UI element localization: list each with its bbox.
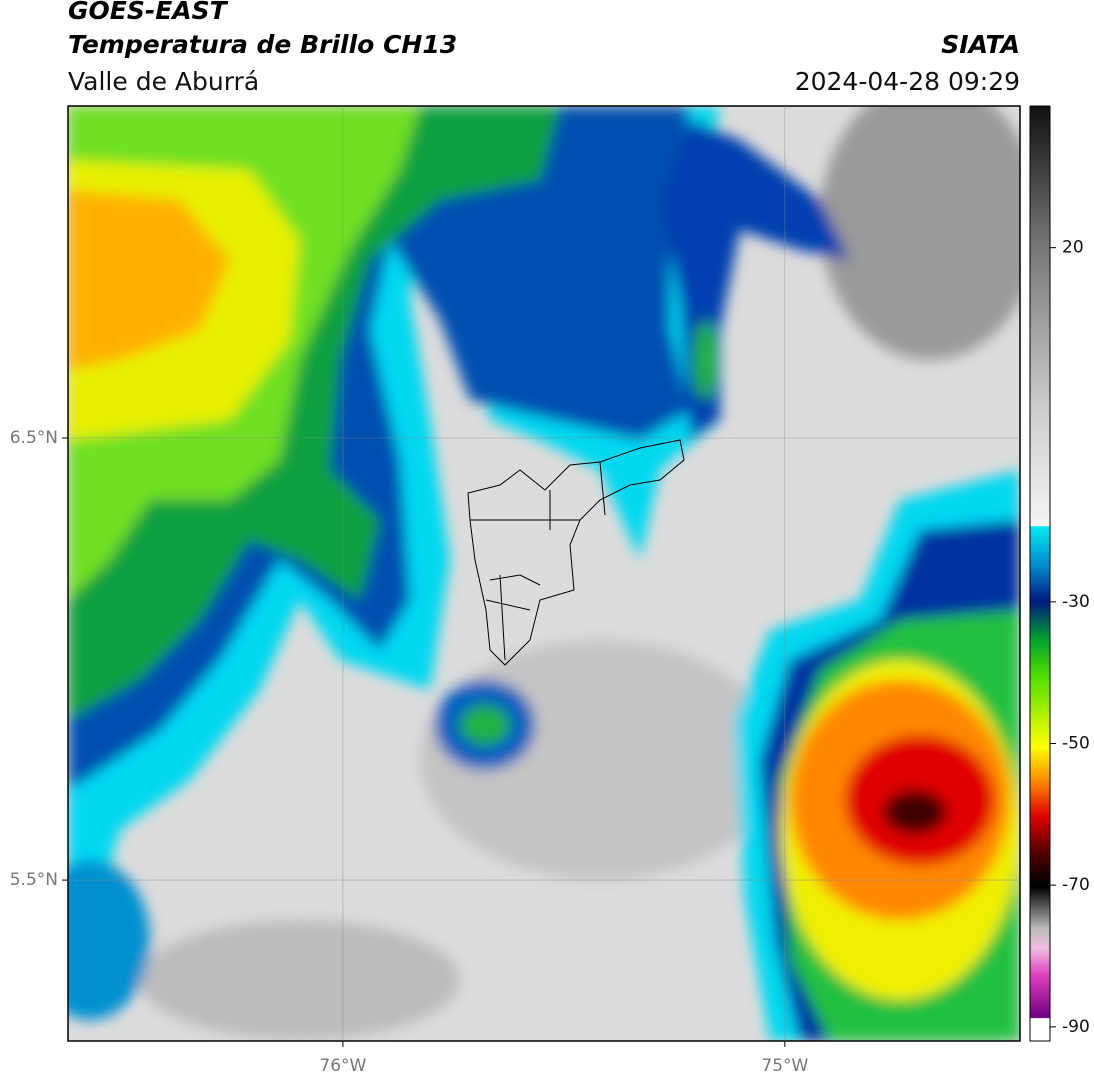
source: SIATA bbox=[941, 30, 1020, 59]
y-tick-label: 5.5°N bbox=[10, 870, 58, 890]
colorbar-tick-label: -30 bbox=[1062, 592, 1090, 612]
satellite-image bbox=[68, 106, 1020, 1041]
x-tick-label: 76°W bbox=[319, 1056, 366, 1076]
datetime: 2024-04-28 09:29 bbox=[795, 67, 1020, 96]
colorbar-tick-label: -90 bbox=[1062, 1017, 1090, 1037]
map-frame bbox=[67, 105, 1021, 1042]
subtitle: Temperatura de Brillo CH13 bbox=[68, 30, 457, 59]
colorbar-tick-label: -50 bbox=[1062, 734, 1090, 754]
colorbar-tick-label: 20 bbox=[1062, 238, 1084, 258]
colorbar-tick-label: -70 bbox=[1062, 875, 1090, 895]
region: Valle de Aburrá bbox=[68, 67, 259, 96]
x-tick-label: 75°W bbox=[761, 1056, 808, 1076]
title: GOES-EAST bbox=[68, 0, 229, 25]
y-tick-label: 6.5°N bbox=[10, 428, 58, 448]
colorbar bbox=[1029, 105, 1051, 1042]
